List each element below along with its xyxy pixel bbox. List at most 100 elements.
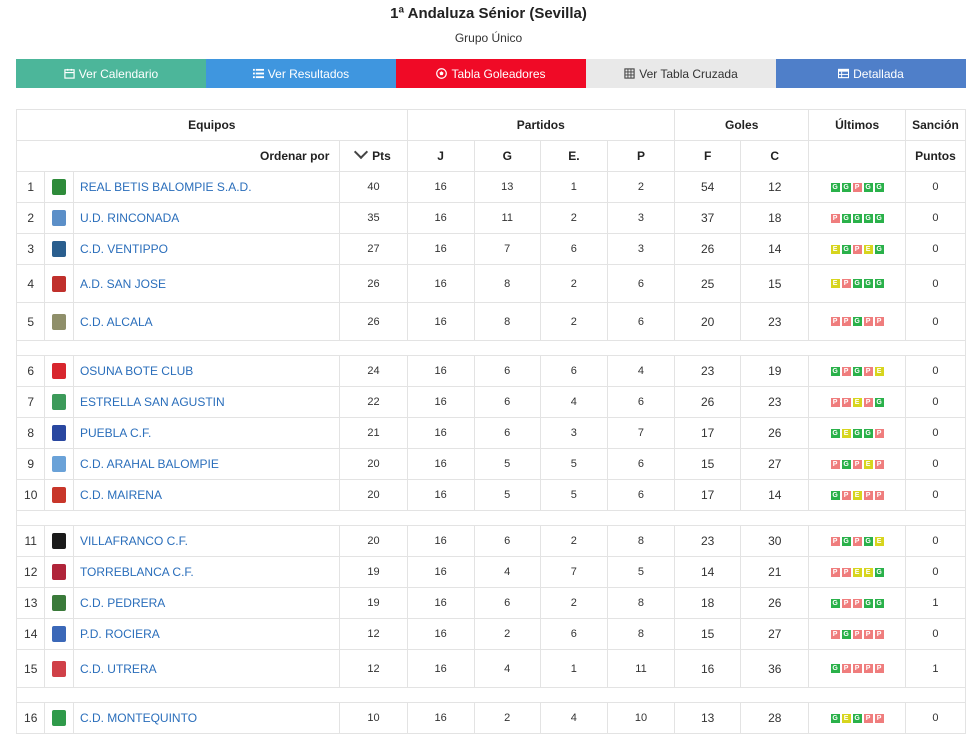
goals-for-cell: 17 — [674, 417, 742, 449]
team-crest — [44, 355, 74, 387]
goals-for-cell: 23 — [674, 355, 742, 387]
calendar-icon — [64, 68, 75, 79]
form-badge: G — [852, 279, 862, 288]
club-crest-icon — [52, 660, 67, 677]
form-badge: P — [852, 459, 862, 469]
team-name-link[interactable]: C.D. ARAHAL BALOMPIE — [72, 448, 341, 480]
team-name-link[interactable]: U.D. RINCONADA — [72, 202, 341, 234]
won-cell: 6 — [473, 525, 541, 557]
table-row: 2 U.D. RINCONADA 35 16 11 2 3 37 18 P G G G G 0 — [15, 202, 967, 234]
team-name-link[interactable]: C.D. VENTIPPO — [72, 233, 341, 265]
goals-against-cell: 23 — [740, 386, 810, 418]
team-name-link[interactable]: TORREBLANCA C.F. — [72, 556, 341, 588]
goals-against-cell: 27 — [740, 448, 810, 480]
form-badge: E — [841, 428, 851, 438]
team-name-link[interactable]: C.D. ALCALA — [72, 302, 341, 341]
won-cell: 7 — [473, 233, 541, 265]
lost-cell: 8 — [606, 587, 676, 619]
form-badge: E — [863, 567, 873, 577]
form-badge: P — [863, 397, 873, 407]
form-badge: G — [863, 536, 873, 546]
team-name-link[interactable]: P.D. ROCIERA — [72, 618, 341, 650]
form-badge: G — [863, 428, 873, 438]
team-name-link[interactable]: C.D. UTRERA — [72, 649, 341, 688]
header-f: F — [674, 140, 742, 172]
form-badge: G — [852, 428, 862, 438]
scorers-button[interactable]: Tabla Goleadores — [396, 59, 586, 88]
lost-cell: 10 — [606, 702, 676, 734]
grid-icon — [624, 68, 635, 79]
team-name-link[interactable]: ESTRELLA SAN AGUSTIN — [72, 386, 341, 418]
team-crest — [44, 525, 74, 557]
team-name-link[interactable]: A.D. SAN JOSE — [72, 264, 341, 303]
sanction-cell: 0 — [904, 479, 967, 511]
results-button[interactable]: Ver Resultados — [206, 59, 396, 88]
team-name-link[interactable]: PUEBLA C.F. — [72, 417, 341, 449]
played-cell: 16 — [406, 618, 475, 650]
sanction-cell: 0 — [904, 618, 967, 650]
form-badge: P — [852, 664, 862, 673]
header-ultimos: Últimos — [808, 109, 906, 141]
position-cell: 13 — [15, 587, 46, 619]
lost-cell: 8 — [606, 618, 676, 650]
position-cell: 16 — [15, 702, 46, 734]
form-badge: G — [874, 244, 884, 254]
position-cell: 7 — [15, 386, 46, 418]
points-cell: 40 — [339, 171, 408, 203]
sort-pts-header[interactable]: Pts — [339, 140, 408, 172]
drawn-cell: 6 — [539, 618, 608, 650]
position-cell: 4 — [15, 264, 46, 303]
form-badge: P — [852, 598, 862, 608]
goals-against-cell: 27 — [740, 618, 810, 650]
team-name-link[interactable]: VILLAFRANCO C.F. — [72, 525, 341, 557]
goals-for-cell: 15 — [674, 448, 742, 480]
team-name-link[interactable]: C.D. MAIRENA — [72, 479, 341, 511]
form-badge: E — [830, 279, 840, 288]
drawn-cell: 3 — [539, 417, 608, 449]
group-separator — [16, 340, 966, 356]
form-badge: G — [830, 366, 840, 376]
played-cell: 16 — [406, 417, 475, 449]
lost-cell: 6 — [606, 479, 676, 511]
calendar-button[interactable]: Ver Calendario — [16, 59, 206, 88]
drawn-cell: 5 — [539, 479, 608, 511]
detailed-button[interactable]: Detallada — [776, 59, 966, 88]
team-name-link[interactable]: OSUNA BOTE CLUB — [72, 355, 341, 387]
won-cell: 11 — [473, 202, 541, 234]
soccer-ball-icon — [436, 68, 448, 79]
points-cell: 26 — [339, 302, 408, 341]
team-name-link[interactable]: C.D. MONTEQUINTO — [72, 702, 341, 734]
club-crest-icon — [52, 313, 67, 330]
sanction-cell: 0 — [904, 556, 967, 588]
cross-table-button[interactable]: Ver Tabla Cruzada — [586, 59, 776, 88]
cross-table-button-label: Ver Tabla Cruzada — [639, 66, 738, 81]
form-badge: P — [841, 490, 851, 500]
lost-cell: 5 — [606, 556, 676, 588]
sanction-cell: 0 — [904, 417, 967, 449]
header-p: P — [606, 140, 676, 172]
form-badge: P — [874, 490, 884, 500]
team-crest — [44, 202, 74, 234]
goals-for-cell: 37 — [674, 202, 742, 234]
sanction-cell: 0 — [904, 355, 967, 387]
drawn-cell: 6 — [539, 233, 608, 265]
table-row: 8 PUEBLA C.F. 21 16 6 3 7 17 26 G E G G P 0 — [15, 417, 967, 449]
position-cell: 6 — [15, 355, 46, 387]
chevron-down-icon — [354, 144, 369, 160]
form-badge: P — [830, 567, 840, 577]
sanction-cell: 0 — [904, 171, 967, 203]
form-badge: E — [841, 713, 851, 723]
sort-by-label: Ordenar por — [15, 140, 341, 172]
form-badge: E — [863, 244, 873, 254]
drawn-cell: 7 — [539, 556, 608, 588]
scorers-button-label: Tabla Goleadores — [451, 66, 546, 81]
form-badge: P — [852, 629, 862, 639]
drawn-cell: 2 — [539, 202, 608, 234]
team-name-link[interactable]: C.D. PEDRERA — [72, 587, 341, 619]
sanction-cell: 0 — [904, 448, 967, 480]
table-row: 6 OSUNA BOTE CLUB 24 16 6 6 4 23 19 G P G P E 0 — [15, 355, 967, 387]
sanction-cell: 0 — [904, 702, 967, 734]
points-cell: 19 — [339, 556, 408, 588]
header-j: J — [406, 140, 475, 172]
team-name-link[interactable]: REAL BETIS BALOMPIE S.A.D. — [72, 171, 341, 203]
